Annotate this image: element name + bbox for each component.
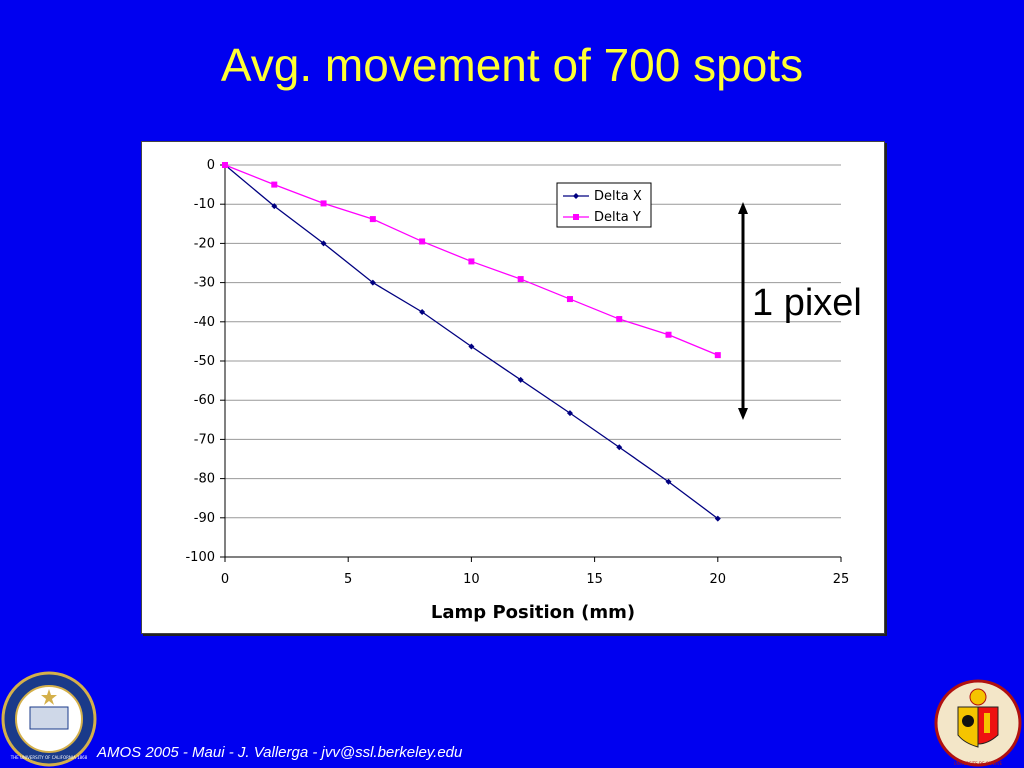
- y-tick-label: -80: [194, 472, 215, 487]
- data-point: [320, 200, 327, 207]
- y-tick-label: 0: [207, 158, 215, 173]
- y-tick-label: -70: [194, 432, 215, 447]
- uc-seal-logo: THE UNIVERSITY OF CALIFORNIA 1868: [1, 671, 97, 767]
- x-tick-label: 5: [344, 572, 352, 587]
- x-tick-label: 15: [586, 572, 603, 587]
- data-point: [419, 238, 426, 245]
- data-point: [714, 515, 721, 522]
- x-tick-label: 25: [833, 572, 850, 587]
- y-tick-label: -30: [194, 276, 215, 291]
- data-point: [468, 343, 475, 350]
- data-point: [271, 181, 278, 188]
- data-point: [271, 203, 278, 210]
- x-tick-label: 0: [221, 572, 229, 587]
- data-point: [714, 352, 721, 359]
- data-point: [517, 276, 524, 283]
- y-tick-label: -10: [194, 197, 215, 212]
- y-axis-ticks: 0 -10 -20 -30 -40 -50 -60 -70 -80 -90 -100: [185, 158, 226, 565]
- x-tick-label: 20: [710, 572, 727, 587]
- y-tick-label: -90: [194, 511, 215, 526]
- y-tick-label: -50: [194, 354, 215, 369]
- data-point: [419, 309, 426, 315]
- x-axis-label: Lamp Position (mm): [431, 602, 635, 623]
- data-point: [517, 376, 524, 383]
- x-tick-label: 10: [463, 572, 480, 587]
- gridlines: [225, 164, 841, 558]
- x-axis-ticks: 0 5 10 15 20 25: [221, 556, 850, 587]
- legend: Delta X Delta Y: [556, 182, 652, 228]
- data-point: [320, 240, 327, 247]
- series-group: [222, 162, 721, 522]
- legend-label: Delta X: [594, 189, 642, 204]
- geneva-seal-logo: UNIVERSITE DE GENEVE: [934, 679, 1022, 767]
- data-point: [616, 444, 623, 451]
- y-tick-label: -60: [194, 393, 215, 408]
- chart-panel: 0 -10 -20 -30 -40 -50 -60 -70 -80 -90 -100 0 5 10 15 2…: [141, 141, 885, 634]
- legend-label: Delta Y: [594, 210, 641, 225]
- data-point: [566, 410, 573, 417]
- uc-seal-text: THE UNIVERSITY OF CALIFORNIA 1868: [10, 755, 88, 760]
- data-point: [665, 331, 672, 338]
- slide-title: Avg. movement of 700 spots: [220, 39, 804, 91]
- y-tick-label: -100: [185, 550, 215, 565]
- footer-credit: AMOS 2005 - Maui - J. Vallerga - jvv@ssl…: [97, 744, 463, 761]
- data-point: [222, 162, 228, 168]
- data-point: [369, 216, 376, 223]
- legend-marker: [573, 193, 579, 199]
- legend-box: [556, 182, 652, 228]
- y-tick-label: -20: [194, 236, 215, 251]
- line-chart: 0 -10 -20 -30 -40 -50 -60 -70 -80 -90 -100 0 5 10 15 2…: [185, 158, 850, 623]
- legend-marker: [573, 214, 579, 220]
- data-point: [369, 279, 376, 286]
- pixel-annotation: 1 pixel: [752, 282, 862, 324]
- span-arrow: [738, 202, 748, 420]
- data-point: [616, 316, 623, 323]
- geneva-seal-text: UNIVERSITE DE GENEVE: [954, 761, 1003, 766]
- data-point: [468, 258, 475, 265]
- y-tick-label: -40: [194, 315, 215, 330]
- data-point: [665, 478, 672, 485]
- data-point: [566, 296, 573, 303]
